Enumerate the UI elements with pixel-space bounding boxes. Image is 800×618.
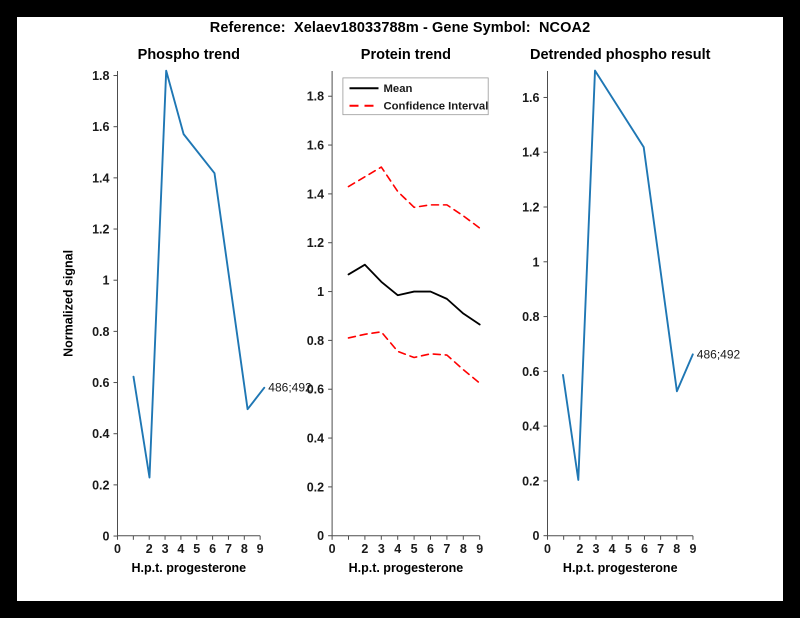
- svg-text:5: 5: [193, 542, 200, 556]
- svg-text:Normalized signal: Normalized signal: [62, 250, 76, 357]
- svg-text:486;492: 486;492: [697, 347, 741, 361]
- svg-text:0.2: 0.2: [522, 474, 539, 488]
- svg-text:9: 9: [476, 542, 483, 556]
- svg-text:0.8: 0.8: [92, 325, 109, 339]
- svg-text:Phospho trend: Phospho trend: [138, 47, 240, 63]
- svg-text:7: 7: [657, 542, 664, 556]
- svg-text:Detrended phospho result: Detrended phospho result: [530, 47, 711, 63]
- svg-text:1: 1: [103, 274, 110, 288]
- svg-text:7: 7: [443, 542, 450, 556]
- svg-text:8: 8: [673, 542, 680, 556]
- svg-text:H.p.t. progesterone: H.p.t. progesterone: [132, 561, 247, 575]
- svg-text:2: 2: [361, 542, 368, 556]
- svg-text:4: 4: [609, 542, 616, 556]
- svg-text:6: 6: [209, 542, 216, 556]
- svg-text:1: 1: [317, 285, 324, 299]
- svg-text:0: 0: [317, 529, 324, 543]
- svg-text:3: 3: [593, 542, 600, 556]
- svg-text:0.2: 0.2: [307, 480, 324, 494]
- svg-text:3: 3: [162, 542, 169, 556]
- svg-text:2: 2: [576, 542, 583, 556]
- svg-text:2: 2: [146, 542, 153, 556]
- svg-text:0.2: 0.2: [92, 478, 109, 492]
- svg-text:1.4: 1.4: [92, 171, 109, 185]
- svg-text:5: 5: [411, 542, 418, 556]
- svg-text:6: 6: [641, 542, 648, 556]
- svg-text:9: 9: [257, 542, 264, 556]
- svg-text:H.p.t. progesterone: H.p.t. progesterone: [349, 561, 464, 575]
- svg-text:5: 5: [625, 542, 632, 556]
- svg-text:0.4: 0.4: [92, 427, 109, 441]
- svg-text:1: 1: [533, 255, 540, 269]
- svg-text:8: 8: [460, 542, 467, 556]
- svg-text:1.6: 1.6: [92, 120, 109, 134]
- svg-text:H.p.t. progesterone: H.p.t. progesterone: [563, 561, 678, 575]
- svg-text:0: 0: [114, 542, 121, 556]
- svg-text:1.4: 1.4: [522, 146, 539, 160]
- svg-text:3: 3: [378, 542, 385, 556]
- svg-text:0: 0: [103, 530, 110, 544]
- svg-text:Protein trend: Protein trend: [361, 47, 451, 63]
- svg-text:1.8: 1.8: [92, 69, 109, 83]
- svg-text:1.2: 1.2: [522, 201, 539, 215]
- svg-text:486;492: 486;492: [268, 381, 312, 395]
- svg-text:1.2: 1.2: [92, 223, 109, 237]
- svg-text:1.2: 1.2: [307, 236, 324, 250]
- svg-text:0: 0: [544, 542, 551, 556]
- svg-text:8: 8: [241, 542, 248, 556]
- svg-text:4: 4: [394, 542, 401, 556]
- svg-text:0.4: 0.4: [522, 420, 539, 434]
- svg-text:0.8: 0.8: [307, 334, 324, 348]
- svg-text:1.6: 1.6: [522, 91, 539, 105]
- svg-text:6: 6: [427, 542, 434, 556]
- svg-text:7: 7: [225, 542, 232, 556]
- svg-text:Mean: Mean: [384, 83, 413, 95]
- svg-text:4: 4: [177, 542, 184, 556]
- svg-text:0.8: 0.8: [522, 310, 539, 324]
- svg-text:0.4: 0.4: [307, 432, 324, 446]
- svg-text:1.8: 1.8: [307, 90, 324, 104]
- svg-text:0.6: 0.6: [92, 376, 109, 390]
- svg-text:0.6: 0.6: [522, 365, 539, 379]
- svg-text:9: 9: [689, 542, 696, 556]
- svg-text:1.6: 1.6: [307, 139, 324, 153]
- svg-text:1.4: 1.4: [307, 187, 324, 201]
- svg-text:Confidence Interval: Confidence Interval: [384, 101, 489, 113]
- svg-text:0: 0: [329, 542, 336, 556]
- svg-text:0: 0: [533, 529, 540, 543]
